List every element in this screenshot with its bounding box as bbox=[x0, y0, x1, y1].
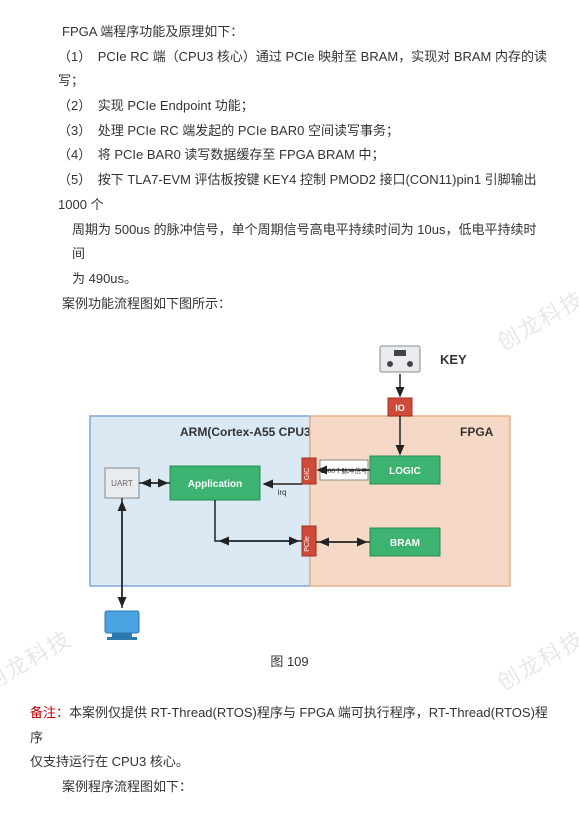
key-label: KEY bbox=[440, 352, 467, 367]
irq-label: irq bbox=[277, 488, 286, 497]
gic-label: GIC bbox=[304, 468, 311, 480]
figure-caption: 图 109 bbox=[30, 650, 549, 675]
list-item: （1） PCIe RC 端（CPU3 核心）通过 PCIe 映射至 BRAM，实… bbox=[30, 45, 549, 94]
list-item-cont: 周期为 500us 的脉冲信号，单个周期信号高电平持续时间为 10us，低电平持… bbox=[30, 218, 549, 267]
logic-label: LOGIC bbox=[389, 466, 421, 477]
intro-text: FPGA 端程序功能及原理如下： bbox=[30, 20, 549, 45]
uart-label: UART bbox=[111, 479, 133, 488]
list-item: （5） 按下 TLA7-EVM 评估板按键 KEY4 控制 PMOD2 接口(C… bbox=[30, 168, 549, 217]
fpga-label: FPGA bbox=[460, 425, 494, 439]
list-item-cont: 为 490us。 bbox=[30, 267, 549, 292]
arm-label: ARM(Cortex-A55 CPU3) bbox=[180, 425, 315, 439]
app-label: Application bbox=[187, 479, 241, 490]
list-item: （4） 将 PCIe BAR0 读写数据缓存至 FPGA BRAM 中； bbox=[30, 143, 549, 168]
note-prefix: 备注： bbox=[30, 705, 69, 720]
bram-label: BRAM bbox=[390, 538, 420, 549]
list-item: （3） 处理 PCIe RC 端发起的 PCIe BAR0 空间读写事务； bbox=[30, 119, 549, 144]
flow-diagram: ARM(Cortex-A55 CPU3) FPGA KEY IO LOGIC 1… bbox=[50, 336, 530, 646]
note-text-cont: 仅支持运行在 CPU3 核心。 bbox=[30, 750, 549, 775]
note-flow: 案例程序流程图如下： bbox=[30, 775, 549, 800]
list-item: （2） 实现 PCIe Endpoint 功能； bbox=[30, 94, 549, 119]
flow-intro: 案例功能流程图如下图所示： bbox=[30, 292, 549, 317]
pcie-label: PCIe bbox=[304, 536, 311, 552]
note-text: 本案例仅提供 RT-Thread(RTOS)程序与 FPGA 端可执行程序，RT… bbox=[30, 705, 548, 745]
io-label: IO bbox=[395, 403, 405, 413]
